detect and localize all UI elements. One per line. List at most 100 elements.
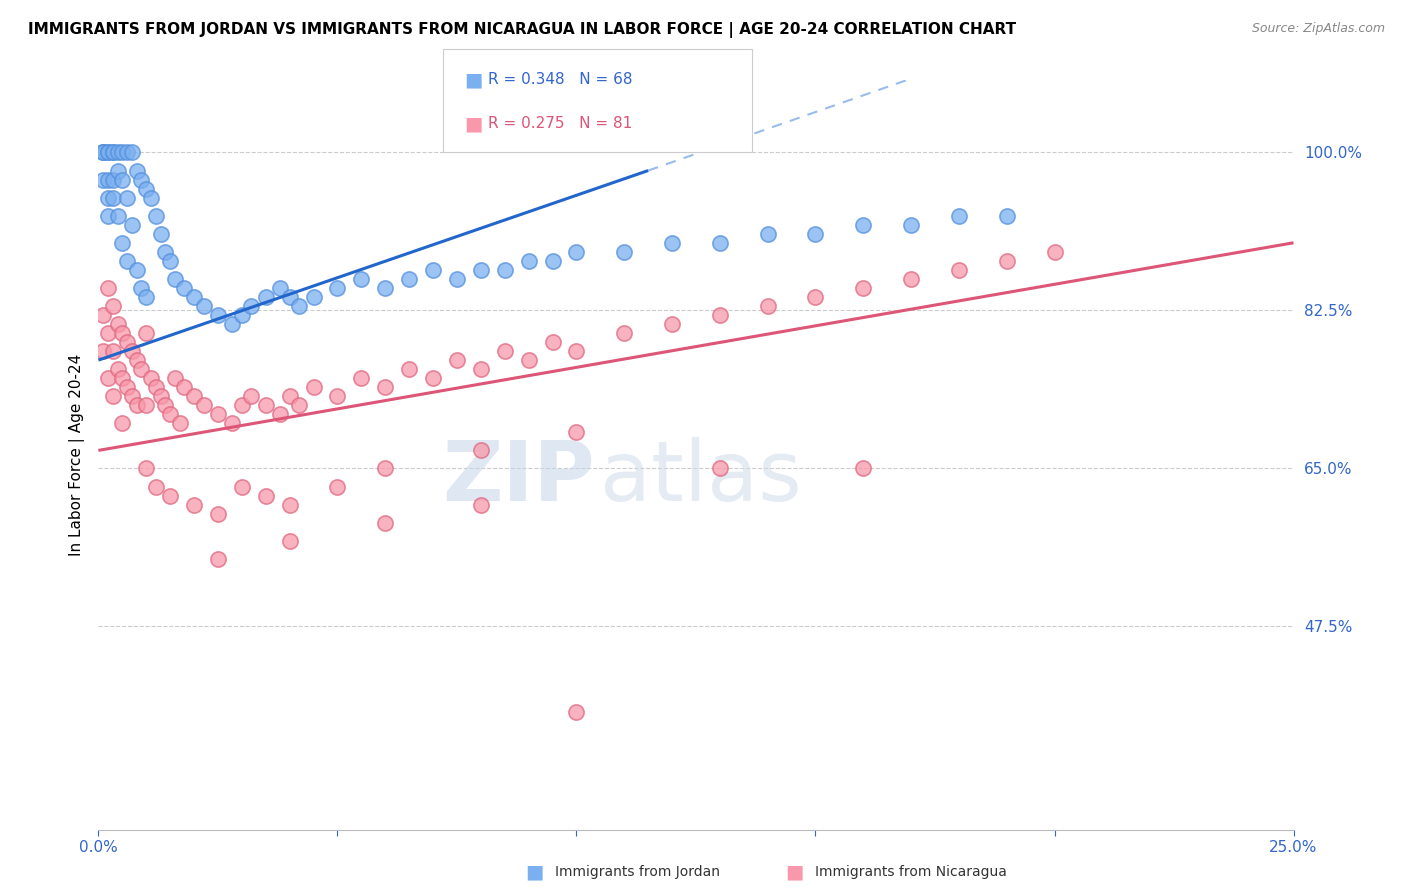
Point	[97, 209, 120, 223]
Point	[231, 398, 253, 412]
Point	[231, 308, 253, 322]
Point	[139, 371, 162, 385]
Point	[145, 380, 167, 394]
Point	[111, 371, 134, 385]
Point	[135, 398, 157, 412]
Point	[115, 145, 138, 160]
Text: ■: ■	[464, 114, 482, 133]
Point	[91, 344, 114, 359]
Point	[398, 362, 420, 376]
Point	[900, 218, 922, 232]
Point	[91, 145, 114, 160]
Point	[278, 498, 301, 512]
Point	[111, 235, 134, 250]
Point	[159, 253, 181, 268]
Point	[91, 308, 114, 322]
Point	[254, 398, 277, 412]
Point	[115, 191, 138, 205]
Point	[804, 227, 827, 241]
Point	[145, 209, 167, 223]
Point	[254, 489, 277, 503]
Point	[163, 371, 186, 385]
Point	[565, 344, 588, 359]
Point	[398, 272, 420, 286]
Point	[240, 299, 263, 313]
Point	[169, 417, 191, 431]
Text: R = 0.275   N = 81: R = 0.275 N = 81	[488, 116, 633, 131]
Point	[278, 290, 301, 304]
Point	[613, 326, 636, 340]
Point	[709, 308, 731, 322]
Point	[139, 191, 162, 205]
Point	[900, 272, 922, 286]
Point	[517, 253, 540, 268]
Point	[470, 443, 492, 458]
Point	[121, 145, 143, 160]
Point	[221, 417, 243, 431]
Point	[107, 317, 129, 331]
Point	[422, 263, 444, 277]
Point	[302, 290, 325, 304]
Point	[565, 244, 588, 259]
Point	[101, 145, 124, 160]
Point	[1043, 244, 1066, 259]
Point	[111, 326, 134, 340]
Point	[111, 417, 134, 431]
Point	[97, 145, 120, 160]
Text: ZIP: ZIP	[441, 437, 595, 518]
Point	[288, 299, 311, 313]
Point	[159, 407, 181, 421]
Point	[326, 281, 349, 295]
Point	[131, 172, 153, 186]
Point	[135, 290, 157, 304]
Point	[446, 353, 468, 368]
Point	[302, 380, 325, 394]
Point	[661, 317, 683, 331]
Point	[565, 705, 588, 719]
Point	[804, 290, 827, 304]
Point	[709, 461, 731, 475]
Point	[107, 145, 129, 160]
Point	[948, 263, 970, 277]
Text: ■: ■	[785, 863, 804, 882]
Point	[269, 407, 291, 421]
Point	[91, 172, 114, 186]
Point	[145, 479, 167, 493]
Point	[155, 244, 177, 259]
Point	[207, 407, 229, 421]
Point	[207, 551, 229, 566]
Point	[111, 145, 134, 160]
Point	[494, 344, 516, 359]
Text: atlas: atlas	[600, 437, 801, 518]
Point	[125, 353, 148, 368]
Point	[101, 172, 124, 186]
Point	[97, 326, 120, 340]
Point	[350, 272, 373, 286]
Point	[97, 145, 120, 160]
Point	[422, 371, 444, 385]
Point	[183, 389, 205, 403]
Point	[101, 389, 124, 403]
Point	[155, 398, 177, 412]
Point	[193, 398, 215, 412]
Point	[852, 218, 875, 232]
Point	[374, 281, 396, 295]
Point	[221, 317, 243, 331]
Y-axis label: In Labor Force | Age 20-24: In Labor Force | Age 20-24	[69, 354, 84, 556]
Point	[125, 263, 148, 277]
Point	[613, 244, 636, 259]
Point	[661, 235, 683, 250]
Point	[183, 290, 205, 304]
Point	[91, 145, 114, 160]
Point	[374, 516, 396, 530]
Point	[494, 263, 516, 277]
Point	[278, 533, 301, 548]
Point	[288, 398, 311, 412]
Point	[115, 380, 138, 394]
Point	[135, 461, 157, 475]
Point	[91, 145, 114, 160]
Point	[173, 380, 195, 394]
Text: IMMIGRANTS FROM JORDAN VS IMMIGRANTS FROM NICARAGUA IN LABOR FORCE | AGE 20-24 C: IMMIGRANTS FROM JORDAN VS IMMIGRANTS FRO…	[28, 22, 1017, 38]
Point	[565, 425, 588, 440]
Point	[207, 308, 229, 322]
